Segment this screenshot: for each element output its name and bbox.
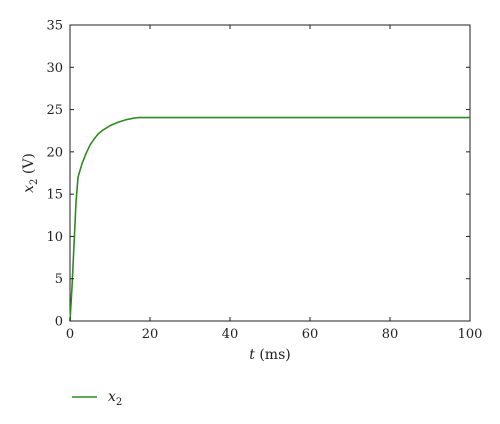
legend: x2	[72, 389, 122, 408]
y-tick-label: 10	[46, 230, 63, 245]
tick-layer: 0 20 40 60 80 100 0 5 10 15 20 25 30 35	[46, 19, 482, 343]
y-axis-label-var: x	[21, 185, 37, 193]
y-tick-label: 20	[46, 145, 63, 160]
x-tick-label: 20	[142, 327, 159, 342]
y-axis-label: x2 (V)	[21, 153, 40, 193]
y-tick-label: 30	[46, 61, 63, 76]
y-tick-label: 0	[55, 315, 63, 330]
x-tick-label: 0	[66, 327, 74, 342]
axis-label-layer: t (ms) x2 (V)	[21, 153, 291, 363]
y-tick-label: 15	[46, 188, 63, 203]
plot-area	[69, 24, 471, 322]
y-tick-label: 5	[55, 272, 63, 287]
x-tick-label: 60	[302, 327, 319, 342]
x-tick-label: 80	[382, 327, 399, 342]
y-axis-label-sub: 2	[29, 179, 40, 185]
y-axis-label-unit: (V)	[21, 153, 37, 178]
legend-label-var: x	[108, 389, 116, 405]
plot-box	[69, 24, 471, 322]
x-tick-label: 100	[458, 327, 483, 342]
y-tick-label: 25	[46, 103, 63, 118]
x-tick-label: 40	[222, 327, 239, 342]
legend-label: x2	[108, 389, 122, 408]
x-axis-label: t (ms)	[249, 347, 290, 363]
x-axis-label-var: t	[249, 347, 255, 363]
y-tick-label: 35	[46, 19, 63, 34]
x-axis-label-unit: (ms)	[255, 347, 291, 363]
series-layer	[69, 116, 470, 322]
series-line-x2	[69, 116, 470, 322]
legend-label-sub: 2	[116, 397, 122, 408]
